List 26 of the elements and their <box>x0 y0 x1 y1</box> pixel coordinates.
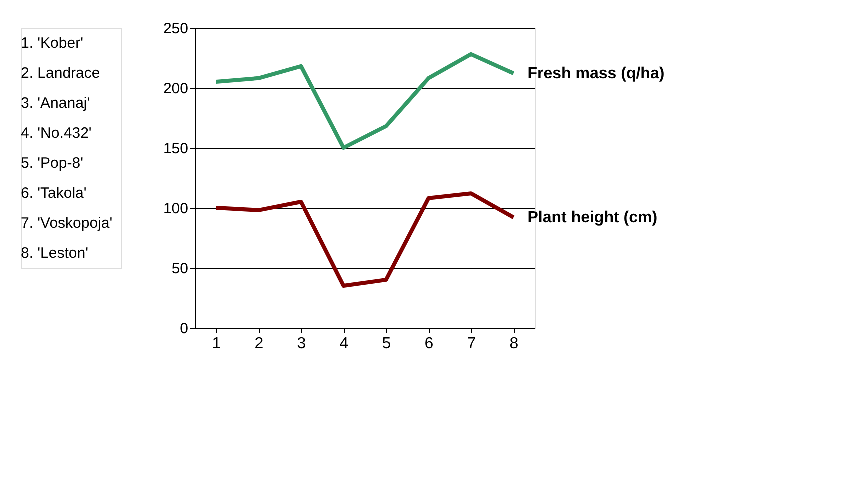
series-label: Plant height (cm) <box>528 210 658 227</box>
x-tick-label: 6 <box>424 336 434 352</box>
text: 8. 'Leston' <box>21 245 89 262</box>
x-tick-label: 1 <box>212 336 222 352</box>
text: 5. 'Pop-8' <box>21 155 84 172</box>
text: 4. 'No.432' <box>21 125 92 142</box>
x-tick-label: 5 <box>382 336 392 352</box>
text: 3. 'Ananaj' <box>21 95 90 112</box>
x-tick-label: 3 <box>297 336 306 352</box>
y-tick-label: 50 <box>172 260 188 278</box>
text: 1. 'Kober' <box>21 35 84 52</box>
y-tick-label: 200 <box>163 80 188 98</box>
line-series <box>214 192 516 288</box>
x-tick-label: 7 <box>467 336 476 352</box>
series-label: Fresh mass (q/ha) <box>528 66 665 83</box>
text: 7. 'Voskopoja' <box>21 215 113 232</box>
text: 2. Landrace <box>21 65 100 82</box>
line-series <box>214 52 516 150</box>
text: 6. 'Takola' <box>21 185 87 202</box>
y-tick-label: 0 <box>180 320 188 338</box>
x-tick-label: 8 <box>510 336 519 352</box>
y-tick-label: 250 <box>163 20 188 38</box>
x-tick-label: 4 <box>340 336 349 352</box>
y-tick-label: 150 <box>163 140 188 158</box>
x-tick-label: 2 <box>254 336 264 352</box>
y-tick-label: 100 <box>163 200 188 218</box>
